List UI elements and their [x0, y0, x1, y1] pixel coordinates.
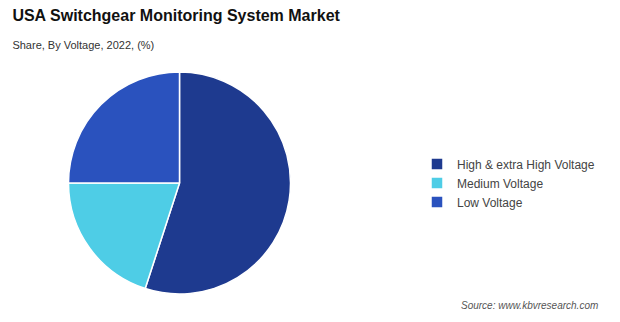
svg-text:USA Switchgear Monitoring Syst: USA Switchgear Monitoring System Market: [12, 7, 340, 24]
svg-text:Share, By Voltage, 2022, (%): Share, By Voltage, 2022, (%): [12, 39, 154, 51]
svg-text:Source: www.kbvresearch.com: Source: www.kbvresearch.com: [461, 300, 598, 311]
svg-text:High & extra High Voltage: High & extra High Voltage: [457, 158, 595, 172]
svg-text:Medium Voltage: Medium Voltage: [457, 177, 543, 191]
svg-text:Low Voltage: Low Voltage: [457, 196, 523, 210]
